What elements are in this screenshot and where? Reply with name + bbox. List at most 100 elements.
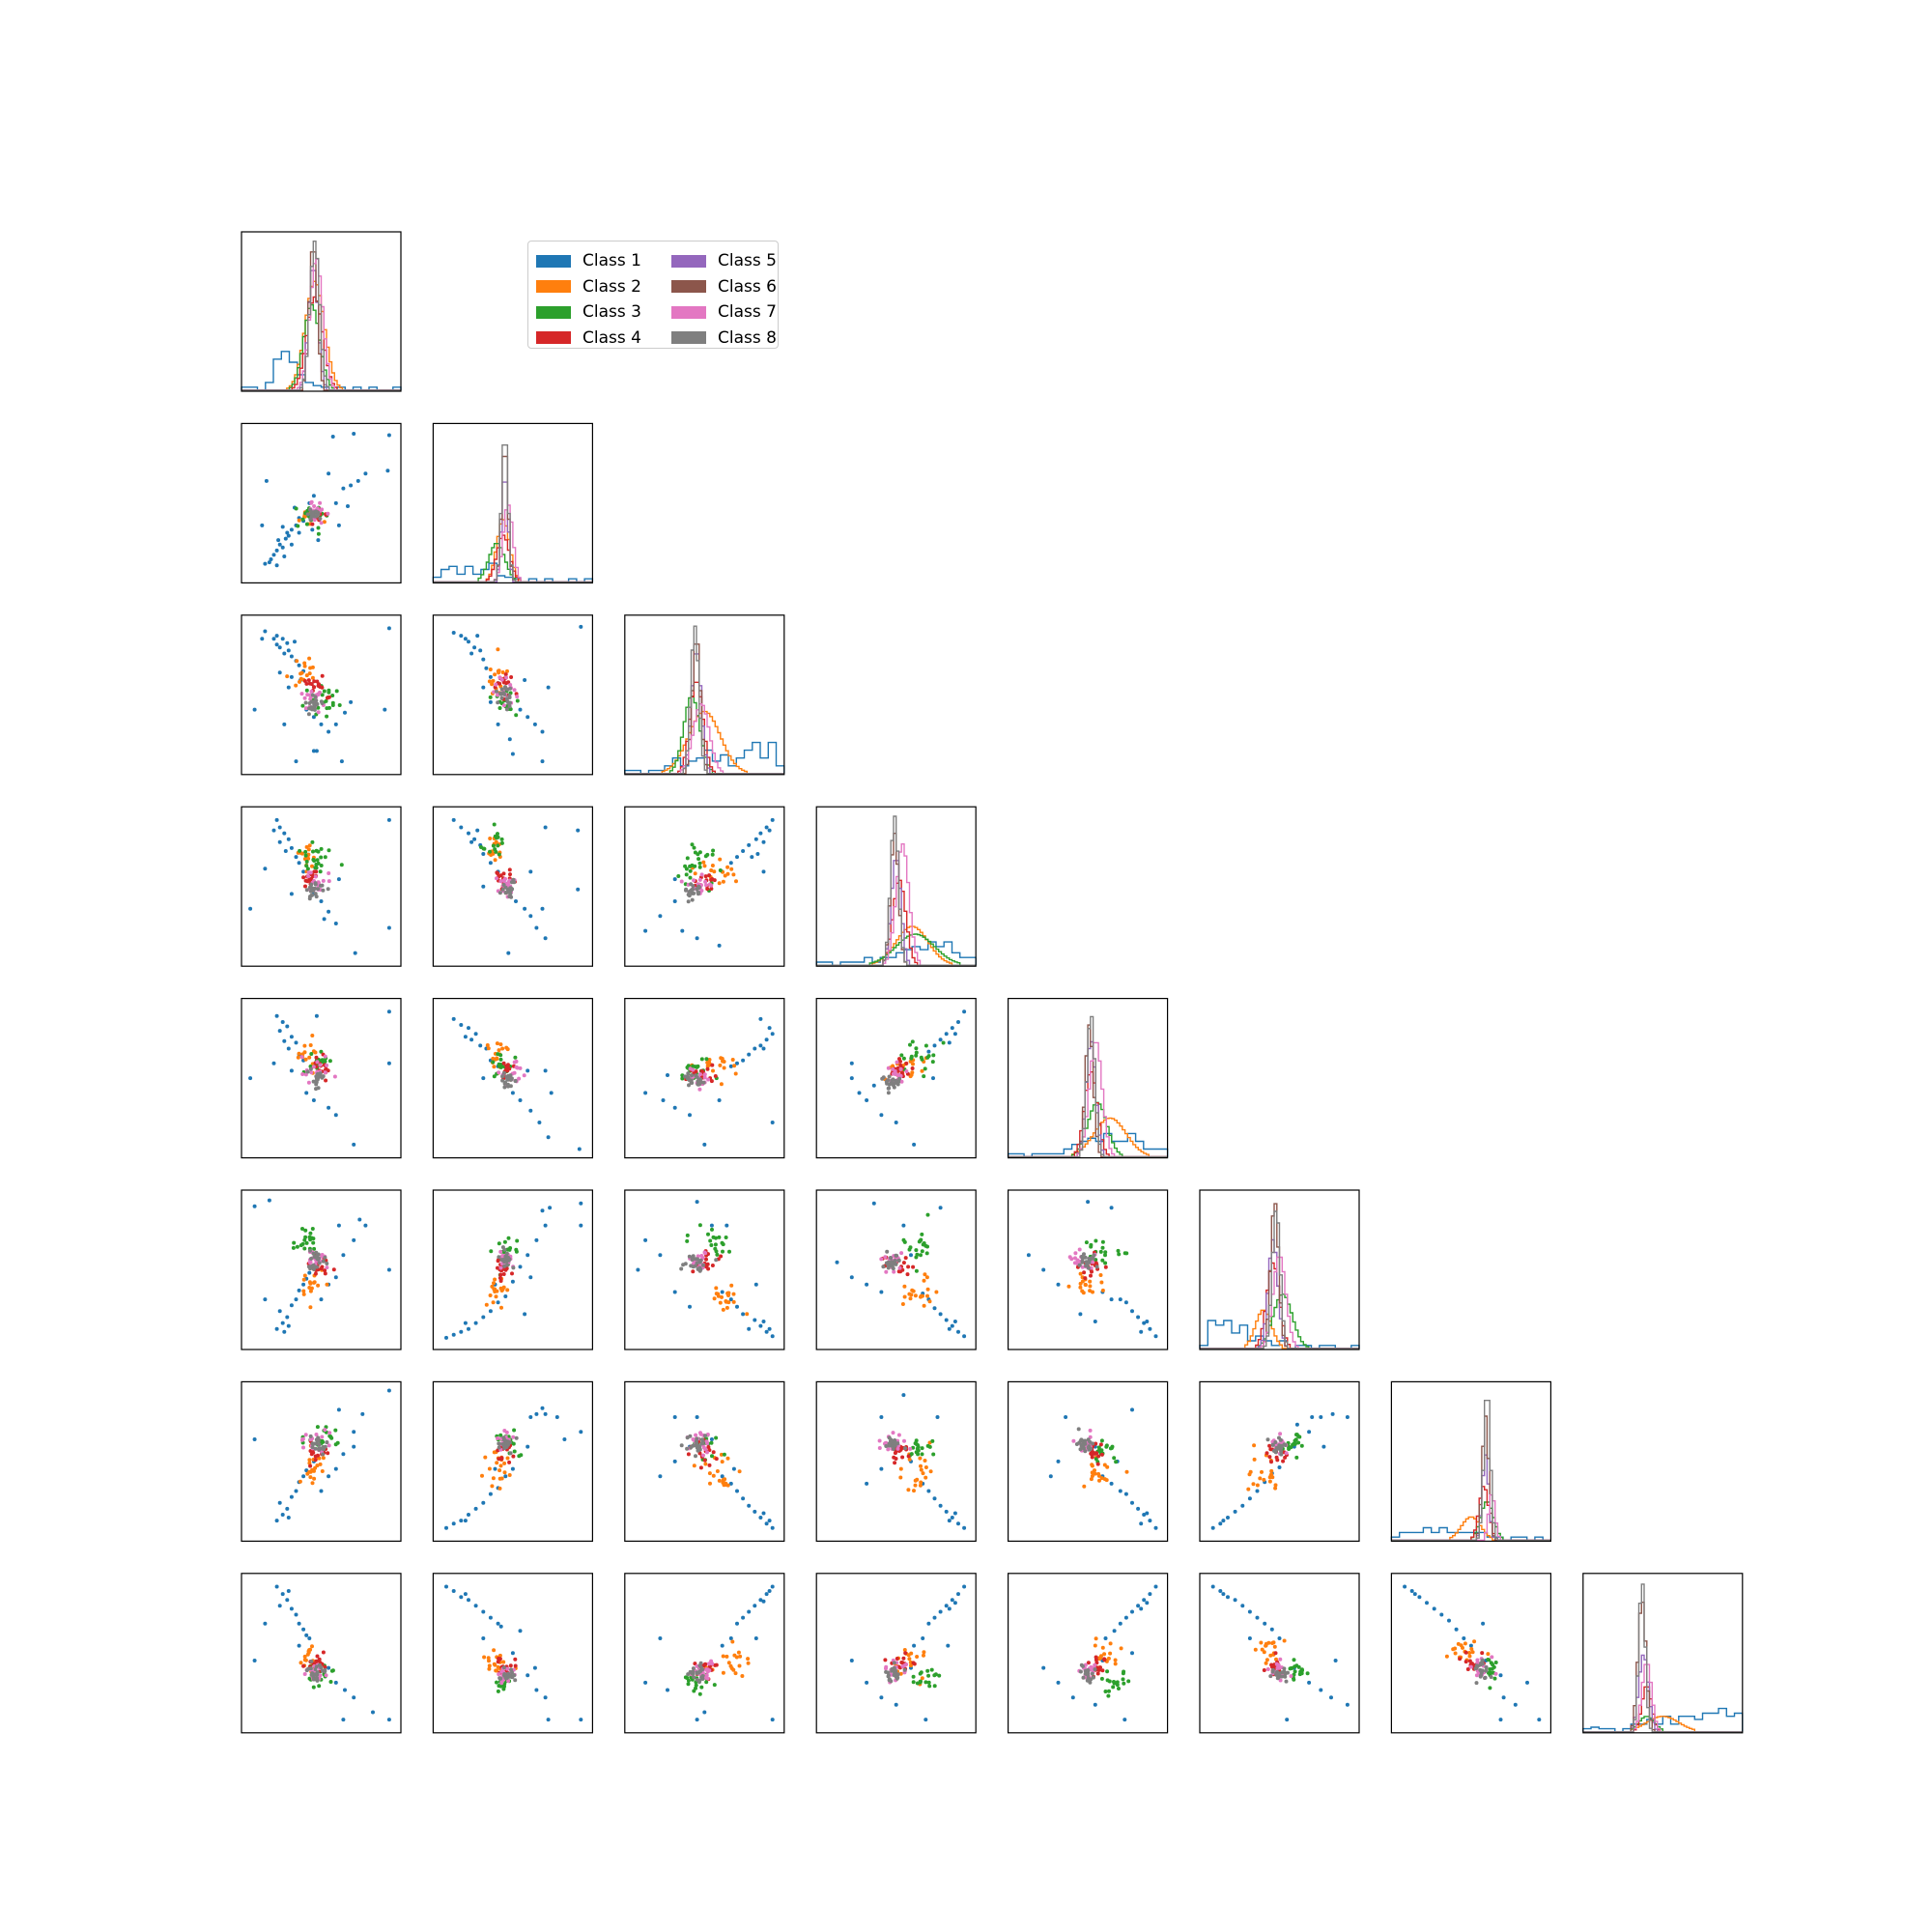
- scatter-point: [1277, 1435, 1281, 1440]
- scatter-point: [326, 511, 330, 516]
- legend-swatch: [671, 331, 706, 345]
- scatter-point: [1498, 1718, 1503, 1722]
- panel-frame: [624, 614, 785, 776]
- scatter-point: [714, 1258, 719, 1263]
- scatter-point: [333, 1466, 338, 1471]
- scatter-point: [514, 1435, 519, 1440]
- scatter-point: [1099, 1452, 1104, 1457]
- scatter-panel-6-4: [1007, 1380, 1169, 1543]
- scatter-point: [1263, 1621, 1267, 1626]
- scatter-point: [492, 1648, 497, 1653]
- scatter-point: [303, 700, 308, 705]
- scatter-point: [1090, 1260, 1094, 1264]
- scatter-point: [891, 1447, 895, 1451]
- scatter-point: [898, 1466, 903, 1471]
- scatter-point: [714, 1249, 719, 1254]
- scatter-point: [922, 1653, 925, 1658]
- scatter-point: [717, 1478, 722, 1483]
- scatter-point: [1083, 1276, 1088, 1281]
- scatter-point: [735, 855, 739, 860]
- scatter-point: [849, 1076, 854, 1081]
- scatter-point: [877, 1446, 882, 1450]
- scatter-point: [1136, 1315, 1141, 1320]
- scatter-point: [770, 1032, 775, 1037]
- scatter-point: [515, 695, 520, 699]
- scatter-point: [1264, 1451, 1269, 1456]
- scatter-point: [514, 1059, 519, 1064]
- scatter-point: [323, 855, 327, 860]
- scatter-point: [1089, 1664, 1094, 1669]
- scatter-point: [505, 1263, 510, 1267]
- scatter-point: [488, 1309, 493, 1314]
- scatter-point: [918, 1483, 923, 1488]
- scatter-point: [305, 1069, 310, 1074]
- scatter-point: [283, 536, 288, 541]
- scatter-panel-2-1: [432, 614, 593, 776]
- scatter-point: [1130, 1407, 1134, 1412]
- scatter-point: [690, 1073, 695, 1078]
- scatter-point: [459, 1329, 464, 1334]
- scatter-point: [1498, 1673, 1503, 1678]
- scatter-point: [320, 693, 325, 697]
- scatter-point: [349, 483, 354, 488]
- scatter-point: [1432, 1606, 1436, 1611]
- scatter-point: [320, 1469, 325, 1473]
- scatter-point: [518, 1098, 523, 1102]
- scatter-panel-7-3: [815, 1573, 977, 1734]
- scatter-point: [496, 1660, 500, 1664]
- scatter-point: [302, 664, 307, 668]
- scatter-point: [327, 729, 331, 734]
- scatter-point: [761, 1599, 766, 1604]
- scatter-point: [932, 1043, 937, 1048]
- scatter-point: [311, 1049, 316, 1054]
- scatter-point: [515, 698, 520, 703]
- scatter-point: [1307, 1430, 1312, 1435]
- scatter-point: [528, 869, 533, 874]
- scatter-point: [709, 1440, 714, 1445]
- scatter-point: [883, 1255, 888, 1260]
- scatter-point: [726, 1300, 731, 1305]
- scatter-point: [534, 1411, 539, 1416]
- scatter-point: [1251, 1482, 1256, 1487]
- scatter-point: [1099, 1280, 1104, 1285]
- scatter-point: [770, 1334, 775, 1339]
- scatter-point: [1090, 1463, 1094, 1467]
- scatter-point: [327, 1059, 332, 1064]
- scatter-point: [1277, 1636, 1282, 1640]
- scatter-point: [323, 1070, 327, 1075]
- scatter-point: [301, 1627, 306, 1632]
- scatter-point: [299, 692, 304, 696]
- scatter-point: [307, 1458, 312, 1463]
- scatter-point: [506, 1255, 510, 1260]
- scatter-point: [481, 1500, 486, 1505]
- scatter-panel-1-0: [241, 422, 402, 583]
- scatter-point: [730, 1058, 735, 1062]
- scatter-point: [703, 879, 708, 884]
- scatter-point: [1473, 1666, 1478, 1671]
- scatter-point: [1145, 1511, 1150, 1516]
- scatter-point: [1284, 1451, 1289, 1456]
- scatter-point: [712, 869, 717, 874]
- scatter-point: [326, 1451, 330, 1456]
- scatter-point: [309, 1452, 314, 1457]
- scatter-point: [579, 1718, 583, 1722]
- scatter-point: [938, 1037, 943, 1042]
- scatter-point: [1082, 1484, 1087, 1489]
- scatter-point: [705, 1066, 710, 1071]
- scatter-point: [1246, 1487, 1251, 1492]
- histogram-step-class-8: [433, 444, 593, 583]
- scatter-point: [703, 1251, 708, 1256]
- scatter-point: [893, 1259, 897, 1263]
- scatter-point: [307, 1636, 312, 1640]
- scatter-point: [274, 548, 279, 553]
- scatter-point: [894, 1668, 898, 1673]
- scatter-point: [1481, 1621, 1486, 1626]
- scatter-point: [1267, 1443, 1272, 1448]
- scatter-point: [1273, 1440, 1278, 1444]
- scatter-point: [672, 899, 677, 903]
- scatter-point: [944, 1318, 949, 1322]
- scatter-point: [1093, 1643, 1097, 1648]
- scatter-point: [319, 855, 324, 860]
- scatter-point: [947, 1040, 952, 1045]
- scatter-point: [319, 521, 324, 526]
